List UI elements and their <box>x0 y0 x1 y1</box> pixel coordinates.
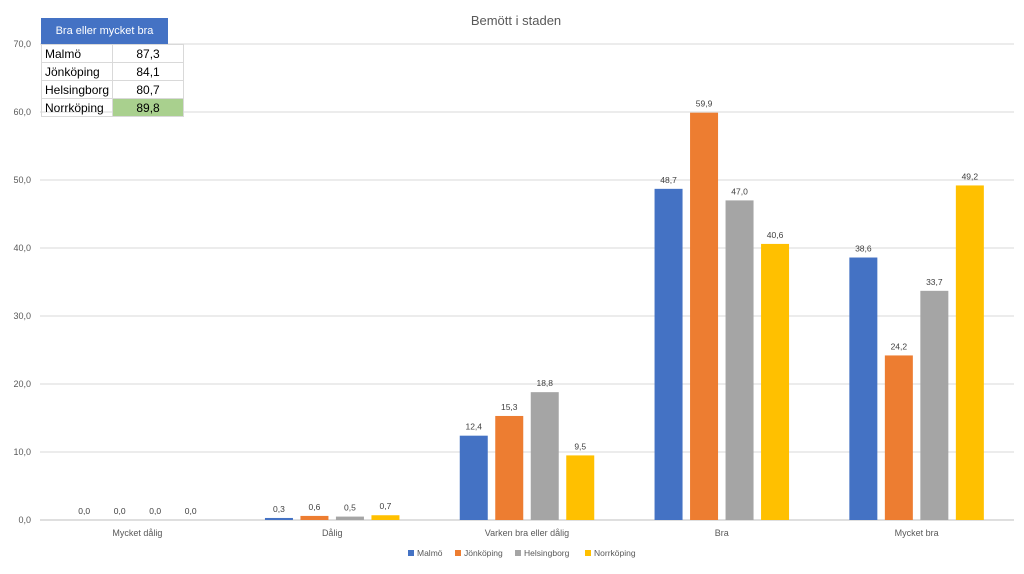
table-row: Norrköping 89,8 <box>40 98 184 117</box>
legend: Malmö Jönköping Helsingborg Norrköping <box>408 548 636 558</box>
summary-table-header: Bra eller mycket bra <box>41 18 168 44</box>
y-tick-label: 30,0 <box>13 311 31 321</box>
data-label: 9,5 <box>574 441 586 451</box>
bar <box>495 415 524 520</box>
legend-label: Jönköping <box>464 548 503 558</box>
data-labels: 0,0 0,0 0,0 0,0 0,3 0,6 0,5 0,7 12,4 15,3 18,8 9,5 4… <box>78 99 978 516</box>
data-label: 12,4 <box>465 422 482 432</box>
y-tick-label: 70,0 <box>13 39 31 49</box>
bar <box>725 200 754 520</box>
bar <box>690 112 719 521</box>
bar <box>335 516 364 520</box>
x-axis: Mycket dålig Dålig Varken bra eller dålig B… <box>112 528 938 538</box>
legend-label: Malmö <box>417 548 443 558</box>
y-tick-label: 0,0 <box>18 515 31 525</box>
x-tick-label: Bra <box>715 528 729 538</box>
summary-table: Bra eller mycket bra Malmö 87,3 Jönköpin… <box>40 18 184 117</box>
bar <box>920 290 949 520</box>
bar <box>530 392 559 520</box>
data-label: 0,6 <box>309 502 321 512</box>
data-label: 0,0 <box>114 506 126 516</box>
legend-swatch <box>585 550 591 556</box>
data-label: 0,0 <box>149 506 161 516</box>
data-label: 0,5 <box>344 503 356 513</box>
x-tick-label: Mycket dålig <box>112 528 162 538</box>
city-cell: Jönköping <box>40 62 114 81</box>
summary-table-grid: Malmö 87,3 Jönköping 84,1 Helsingborg 80… <box>40 44 184 117</box>
data-label: 18,8 <box>536 378 553 388</box>
bar <box>761 243 790 521</box>
data-label: 0,0 <box>78 506 90 516</box>
legend-swatch <box>515 550 521 556</box>
data-label: 47,0 <box>731 186 748 196</box>
data-label: 0,3 <box>273 504 285 514</box>
data-label: 38,6 <box>855 244 872 254</box>
bar <box>884 355 913 520</box>
bar <box>849 257 878 520</box>
data-label: 59,9 <box>696 99 713 109</box>
data-label: 0,7 <box>380 501 392 511</box>
data-label: 40,6 <box>767 230 784 240</box>
y-tick-label: 10,0 <box>13 447 31 457</box>
table-row: Helsingborg 80,7 <box>40 80 184 99</box>
legend-label: Helsingborg <box>524 548 570 558</box>
y-tick-label: 50,0 <box>13 175 31 185</box>
bar <box>459 435 488 520</box>
y-axis: 0,0 10,0 20,0 30,0 40,0 50,0 60,0 70,0 <box>13 39 31 525</box>
table-row: Jönköping 84,1 <box>40 62 184 81</box>
data-label: 0,0 <box>185 506 197 516</box>
bar <box>371 515 400 520</box>
city-cell: Norrköping <box>40 98 114 117</box>
bar <box>566 455 595 520</box>
bar <box>300 515 329 520</box>
city-cell: Helsingborg <box>40 80 114 99</box>
x-tick-label: Dålig <box>322 528 343 538</box>
x-tick-label: Varken bra eller dålig <box>485 528 569 538</box>
legend-swatch <box>455 550 461 556</box>
data-label: 24,2 <box>891 341 908 351</box>
y-tick-label: 20,0 <box>13 379 31 389</box>
y-tick-label: 60,0 <box>13 107 31 117</box>
data-label: 49,2 <box>962 171 979 181</box>
y-tick-label: 40,0 <box>13 243 31 253</box>
value-cell: 80,7 <box>112 80 184 99</box>
bar <box>654 188 683 520</box>
x-tick-label: Mycket bra <box>895 528 939 538</box>
data-label: 33,7 <box>926 277 943 287</box>
data-label: 15,3 <box>501 402 518 412</box>
legend-swatch <box>408 550 414 556</box>
table-row: Malmö 87,3 <box>40 44 184 63</box>
legend-label: Norrköping <box>594 548 636 558</box>
data-label: 48,7 <box>660 175 677 185</box>
chart-title: Bemött i staden <box>471 13 561 28</box>
city-cell: Malmö <box>40 44 114 63</box>
bars <box>264 112 984 521</box>
value-cell: 84,1 <box>112 62 184 81</box>
value-cell-highlighted: 89,8 <box>112 98 184 117</box>
bar <box>264 517 293 520</box>
bar <box>955 185 984 520</box>
value-cell: 87,3 <box>112 44 184 63</box>
